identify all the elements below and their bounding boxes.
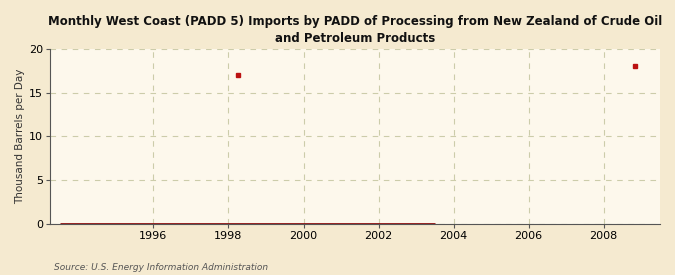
Y-axis label: Thousand Barrels per Day: Thousand Barrels per Day xyxy=(15,69,25,204)
Title: Monthly West Coast (PADD 5) Imports by PADD of Processing from New Zealand of Cr: Monthly West Coast (PADD 5) Imports by P… xyxy=(48,15,662,45)
Text: Source: U.S. Energy Information Administration: Source: U.S. Energy Information Administ… xyxy=(54,263,268,272)
